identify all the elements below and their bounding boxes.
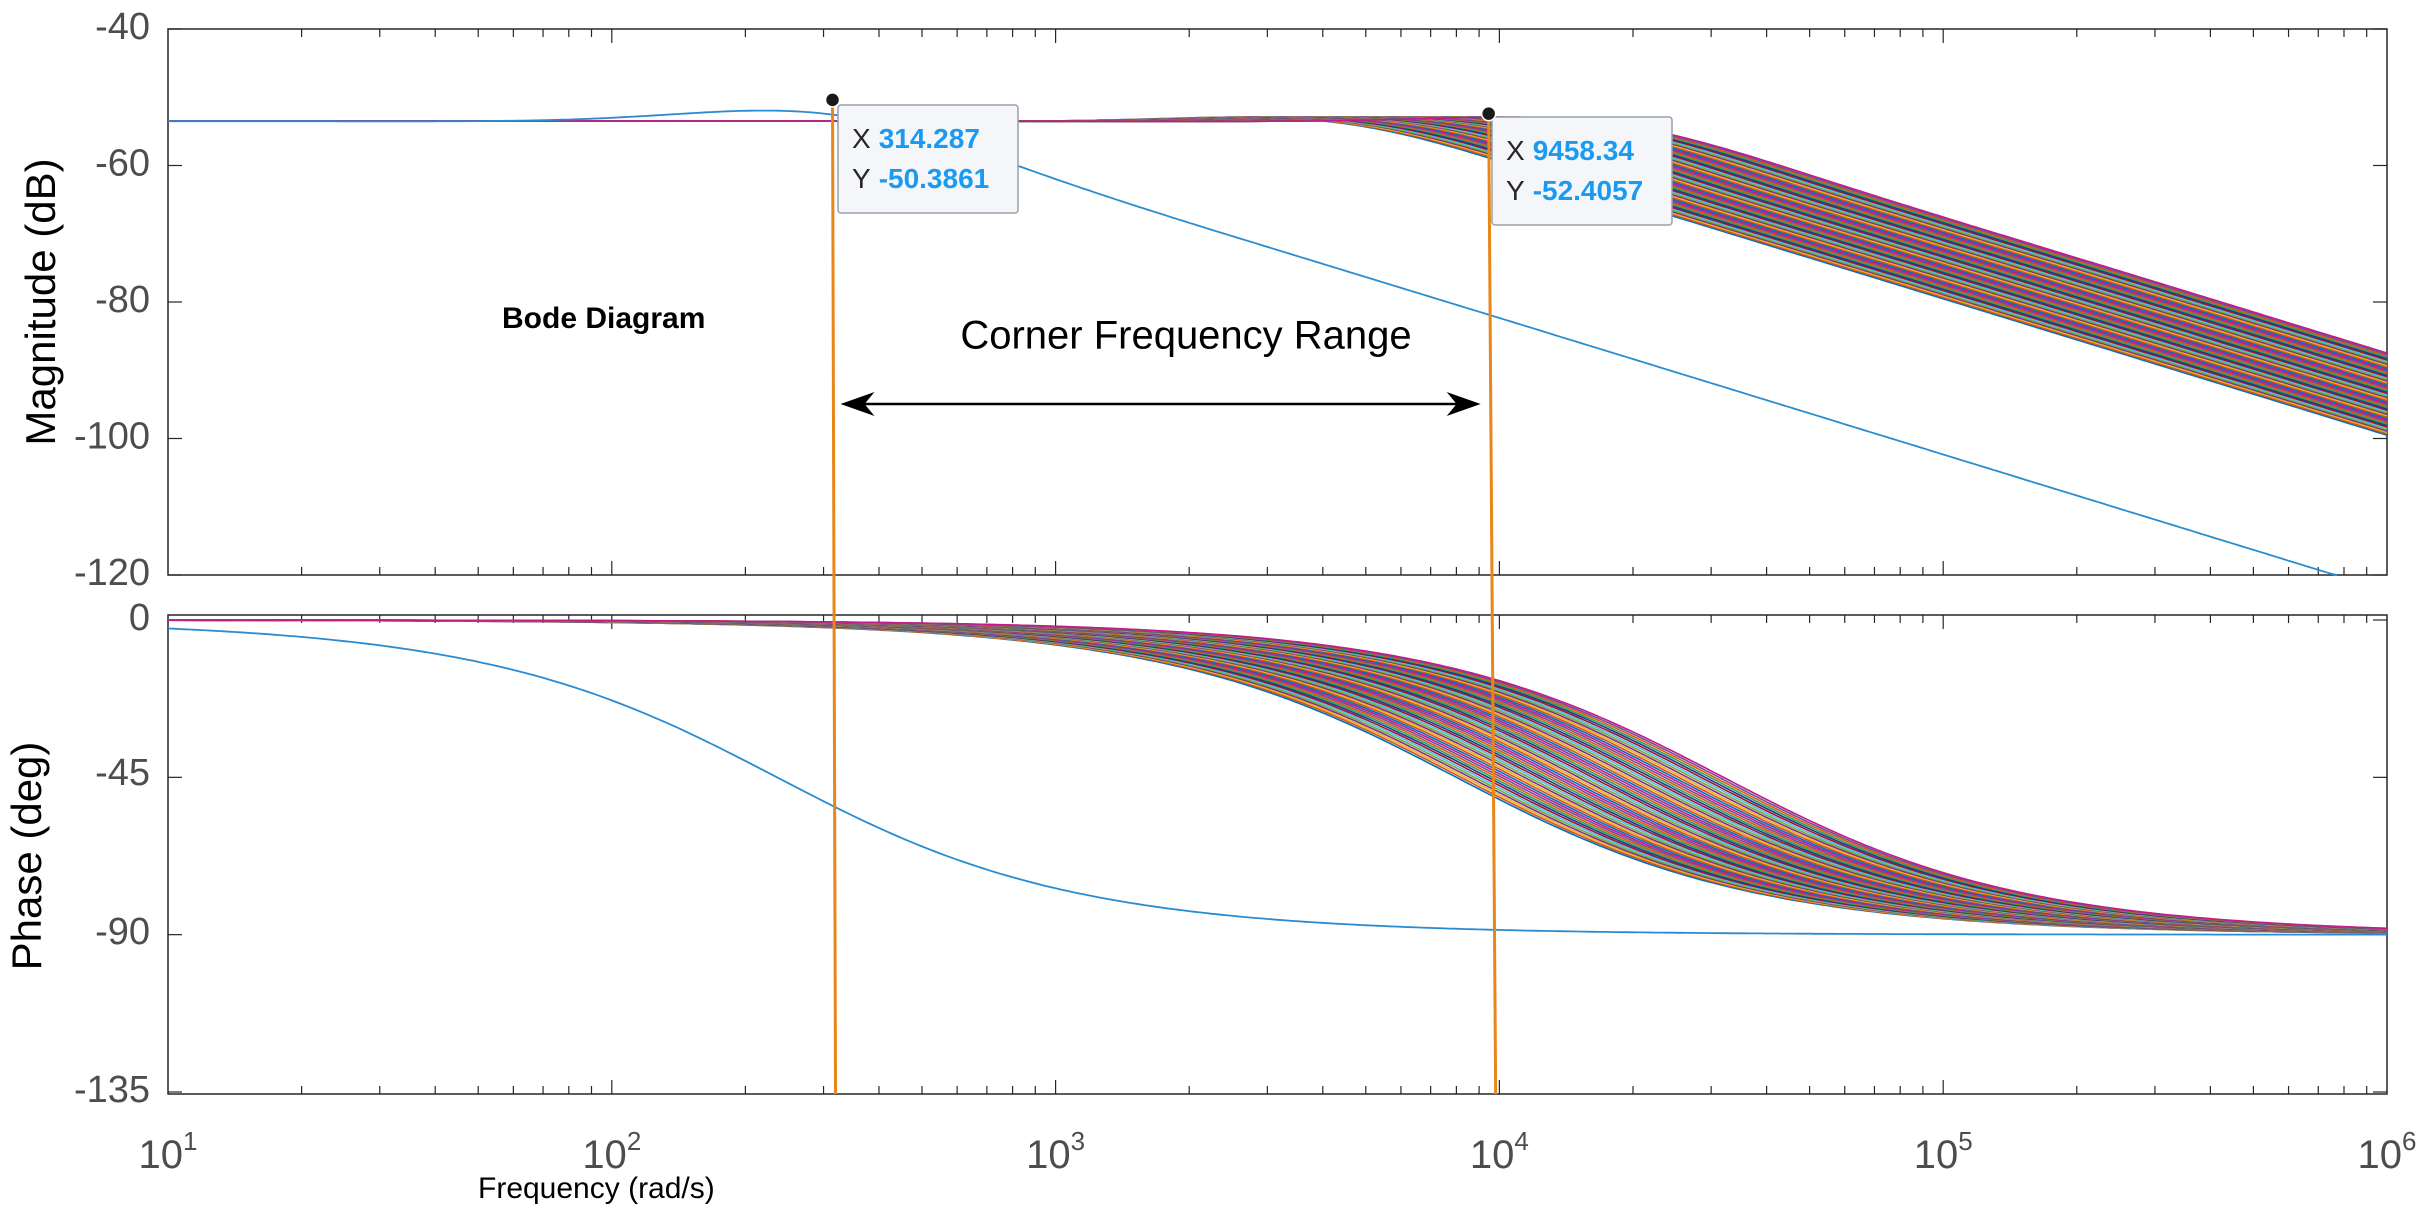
datatip-marker[interactable] xyxy=(1480,105,1497,122)
x-tick-exp: 6 xyxy=(2402,1126,2416,1156)
x-tick-label: 105 xyxy=(1914,1126,1973,1177)
x-tick-base: 10 xyxy=(582,1133,627,1177)
phase-y-tick-label: -90 xyxy=(95,911,150,953)
x-tick-exp: 1 xyxy=(183,1126,197,1156)
datatip-low-corner[interactable]: X 314.287 Y -50.3861 xyxy=(824,92,1019,214)
x-tick-base: 10 xyxy=(1914,1133,1959,1177)
datatip-x-row: X 314.287 xyxy=(852,123,980,154)
x-tick-label: 104 xyxy=(1470,1126,1529,1177)
mag-y-tick-label: -120 xyxy=(74,552,150,594)
x-tick-label: 101 xyxy=(139,1126,198,1177)
frequency-axis-label: Frequency (rad/s) xyxy=(478,1172,715,1205)
datatip-x-value: 314.287 xyxy=(879,123,980,154)
low-pass-phase-line xyxy=(167,627,2387,936)
datatip-high-corner[interactable]: X 9458.34 Y -52.4057 xyxy=(1480,105,1673,226)
datatip-box xyxy=(837,104,1019,214)
magnitude-axis-label: Magnitude (dB) xyxy=(17,158,64,445)
chart-title: Bode Diagram xyxy=(502,302,705,335)
datatip-y-value: -52.4057 xyxy=(1533,175,1644,206)
x-tick-labels: 101 102 103 104 105 106 xyxy=(139,1126,2417,1177)
mag-y-tick-label: -80 xyxy=(95,279,150,321)
magnitude-curves xyxy=(168,109,2388,576)
x-tick-base: 10 xyxy=(1470,1133,1515,1177)
datatip-x-row: X 9458.34 xyxy=(1506,135,1634,166)
mag-y-tick-label: -40 xyxy=(95,6,150,48)
phase-ticks xyxy=(168,615,2387,1094)
x-tick-base: 10 xyxy=(2358,1133,2403,1177)
corner-marker-line-low xyxy=(831,99,838,1095)
x-tick-exp: 3 xyxy=(1071,1126,1085,1156)
magnitude-ticks xyxy=(168,28,2387,576)
datatip-x-value: 9458.34 xyxy=(1533,135,1635,166)
datatip-y-key: Y xyxy=(1506,175,1525,206)
x-tick-exp: 4 xyxy=(1514,1126,1528,1156)
phase-axis-label: Phase (deg) xyxy=(3,742,50,971)
mag-y-tick-label: -100 xyxy=(74,416,150,458)
x-tick-exp: 5 xyxy=(1958,1126,1972,1156)
family-phase-line xyxy=(168,619,2388,930)
corner-markers xyxy=(831,99,1498,1095)
x-tick-base: 10 xyxy=(1026,1133,1071,1177)
datatip-marker[interactable] xyxy=(824,92,841,108)
x-tick-base: 10 xyxy=(139,1133,184,1177)
low-pass-magnitude-line xyxy=(168,109,2338,576)
phase-y-tick-label: -45 xyxy=(95,752,150,794)
corner-marker-line-high xyxy=(1487,113,1498,1095)
phase-y-tick-label: -135 xyxy=(74,1069,150,1111)
magnitude-y-tick-labels: -40 -60 -80 -100 -120 xyxy=(74,6,150,594)
phase-panel: 0 -45 -90 -135 Phase (deg) xyxy=(3,597,2388,1111)
datatip-x-key: X xyxy=(1506,135,1525,166)
corner-range-arrow-head-left xyxy=(840,392,875,416)
phase-y-tick-label: 0 xyxy=(129,597,150,639)
datatip-box xyxy=(1491,116,1673,226)
corner-range-arrow-head-right xyxy=(1446,392,1481,416)
mag-y-tick-label: -60 xyxy=(95,143,150,185)
phase-curves xyxy=(167,619,2388,936)
datatip-y-key: Y xyxy=(852,163,871,194)
phase-y-tick-labels: 0 -45 -90 -135 xyxy=(74,597,150,1111)
magnitude-panel: -40 -60 -80 -100 -120 Magnitude (dB) xyxy=(17,6,2388,594)
corner-range-label: Corner Frequency Range xyxy=(960,314,1411,358)
datatip-y-row: Y -52.4057 xyxy=(1506,175,1643,206)
x-tick-label: 106 xyxy=(2358,1126,2417,1177)
corner-range-arrow xyxy=(840,392,1481,416)
x-tick-exp: 2 xyxy=(627,1126,641,1156)
datatip-y-row: Y -50.3861 xyxy=(852,163,989,194)
datatip-x-key: X xyxy=(852,123,871,154)
x-tick-label: 103 xyxy=(1026,1126,1085,1177)
datatip-y-value: -50.3861 xyxy=(879,163,990,194)
x-tick-label: 102 xyxy=(582,1126,641,1177)
